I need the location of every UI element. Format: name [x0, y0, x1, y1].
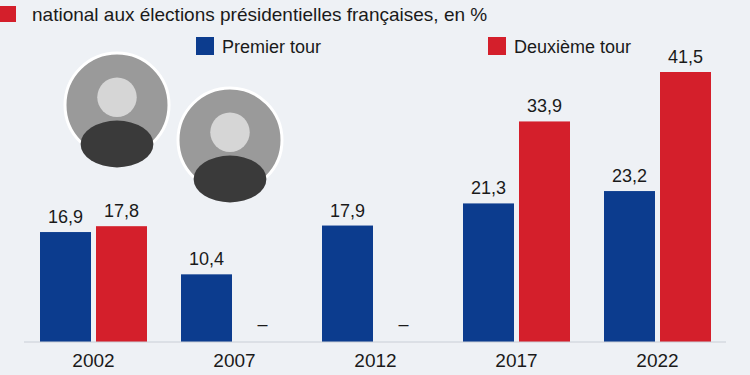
x-tick-label: 2012: [354, 350, 396, 371]
data-label: 21,3: [471, 178, 506, 198]
data-label: –: [257, 314, 267, 334]
title: national aux élections présidentielles f…: [32, 4, 487, 25]
x-axis: [24, 342, 726, 343]
data-label: 33,9: [527, 96, 562, 116]
legend-swatch: [488, 37, 506, 55]
data-label: –: [398, 314, 408, 334]
bars: [40, 72, 711, 342]
x-tick-label: 2002: [72, 350, 114, 371]
portrait: [178, 88, 282, 202]
data-label: 10,4: [189, 249, 224, 269]
x-tick-label: 2022: [636, 350, 678, 371]
bar: [181, 274, 232, 342]
data-label: 41,5: [668, 47, 703, 67]
data-label: 16,9: [48, 207, 83, 227]
bar: [40, 232, 91, 342]
bar: [96, 226, 147, 342]
legend-swatch: [196, 37, 214, 55]
bar: [604, 191, 655, 342]
data-label: 17,9: [330, 201, 365, 221]
bar: [463, 203, 514, 342]
bar: [660, 72, 711, 342]
data-labels: 16,9 10,4 17,9 21,3 23,2 17,8 – – 33,9 41,5: [48, 47, 703, 334]
x-tick-label: 2017: [495, 350, 537, 371]
legend-label: Premier tour: [222, 37, 321, 57]
portrait: [65, 53, 169, 167]
bar: [322, 226, 373, 342]
title-marker: [0, 6, 16, 22]
chart: national aux élections présidentielles f…: [0, 0, 750, 375]
data-label: 23,2: [612, 166, 647, 186]
data-label: 17,8: [104, 201, 139, 221]
x-tick-label: 2007: [213, 350, 255, 371]
bar: [519, 121, 570, 342]
legend-label: Deuxième tour: [514, 37, 631, 57]
